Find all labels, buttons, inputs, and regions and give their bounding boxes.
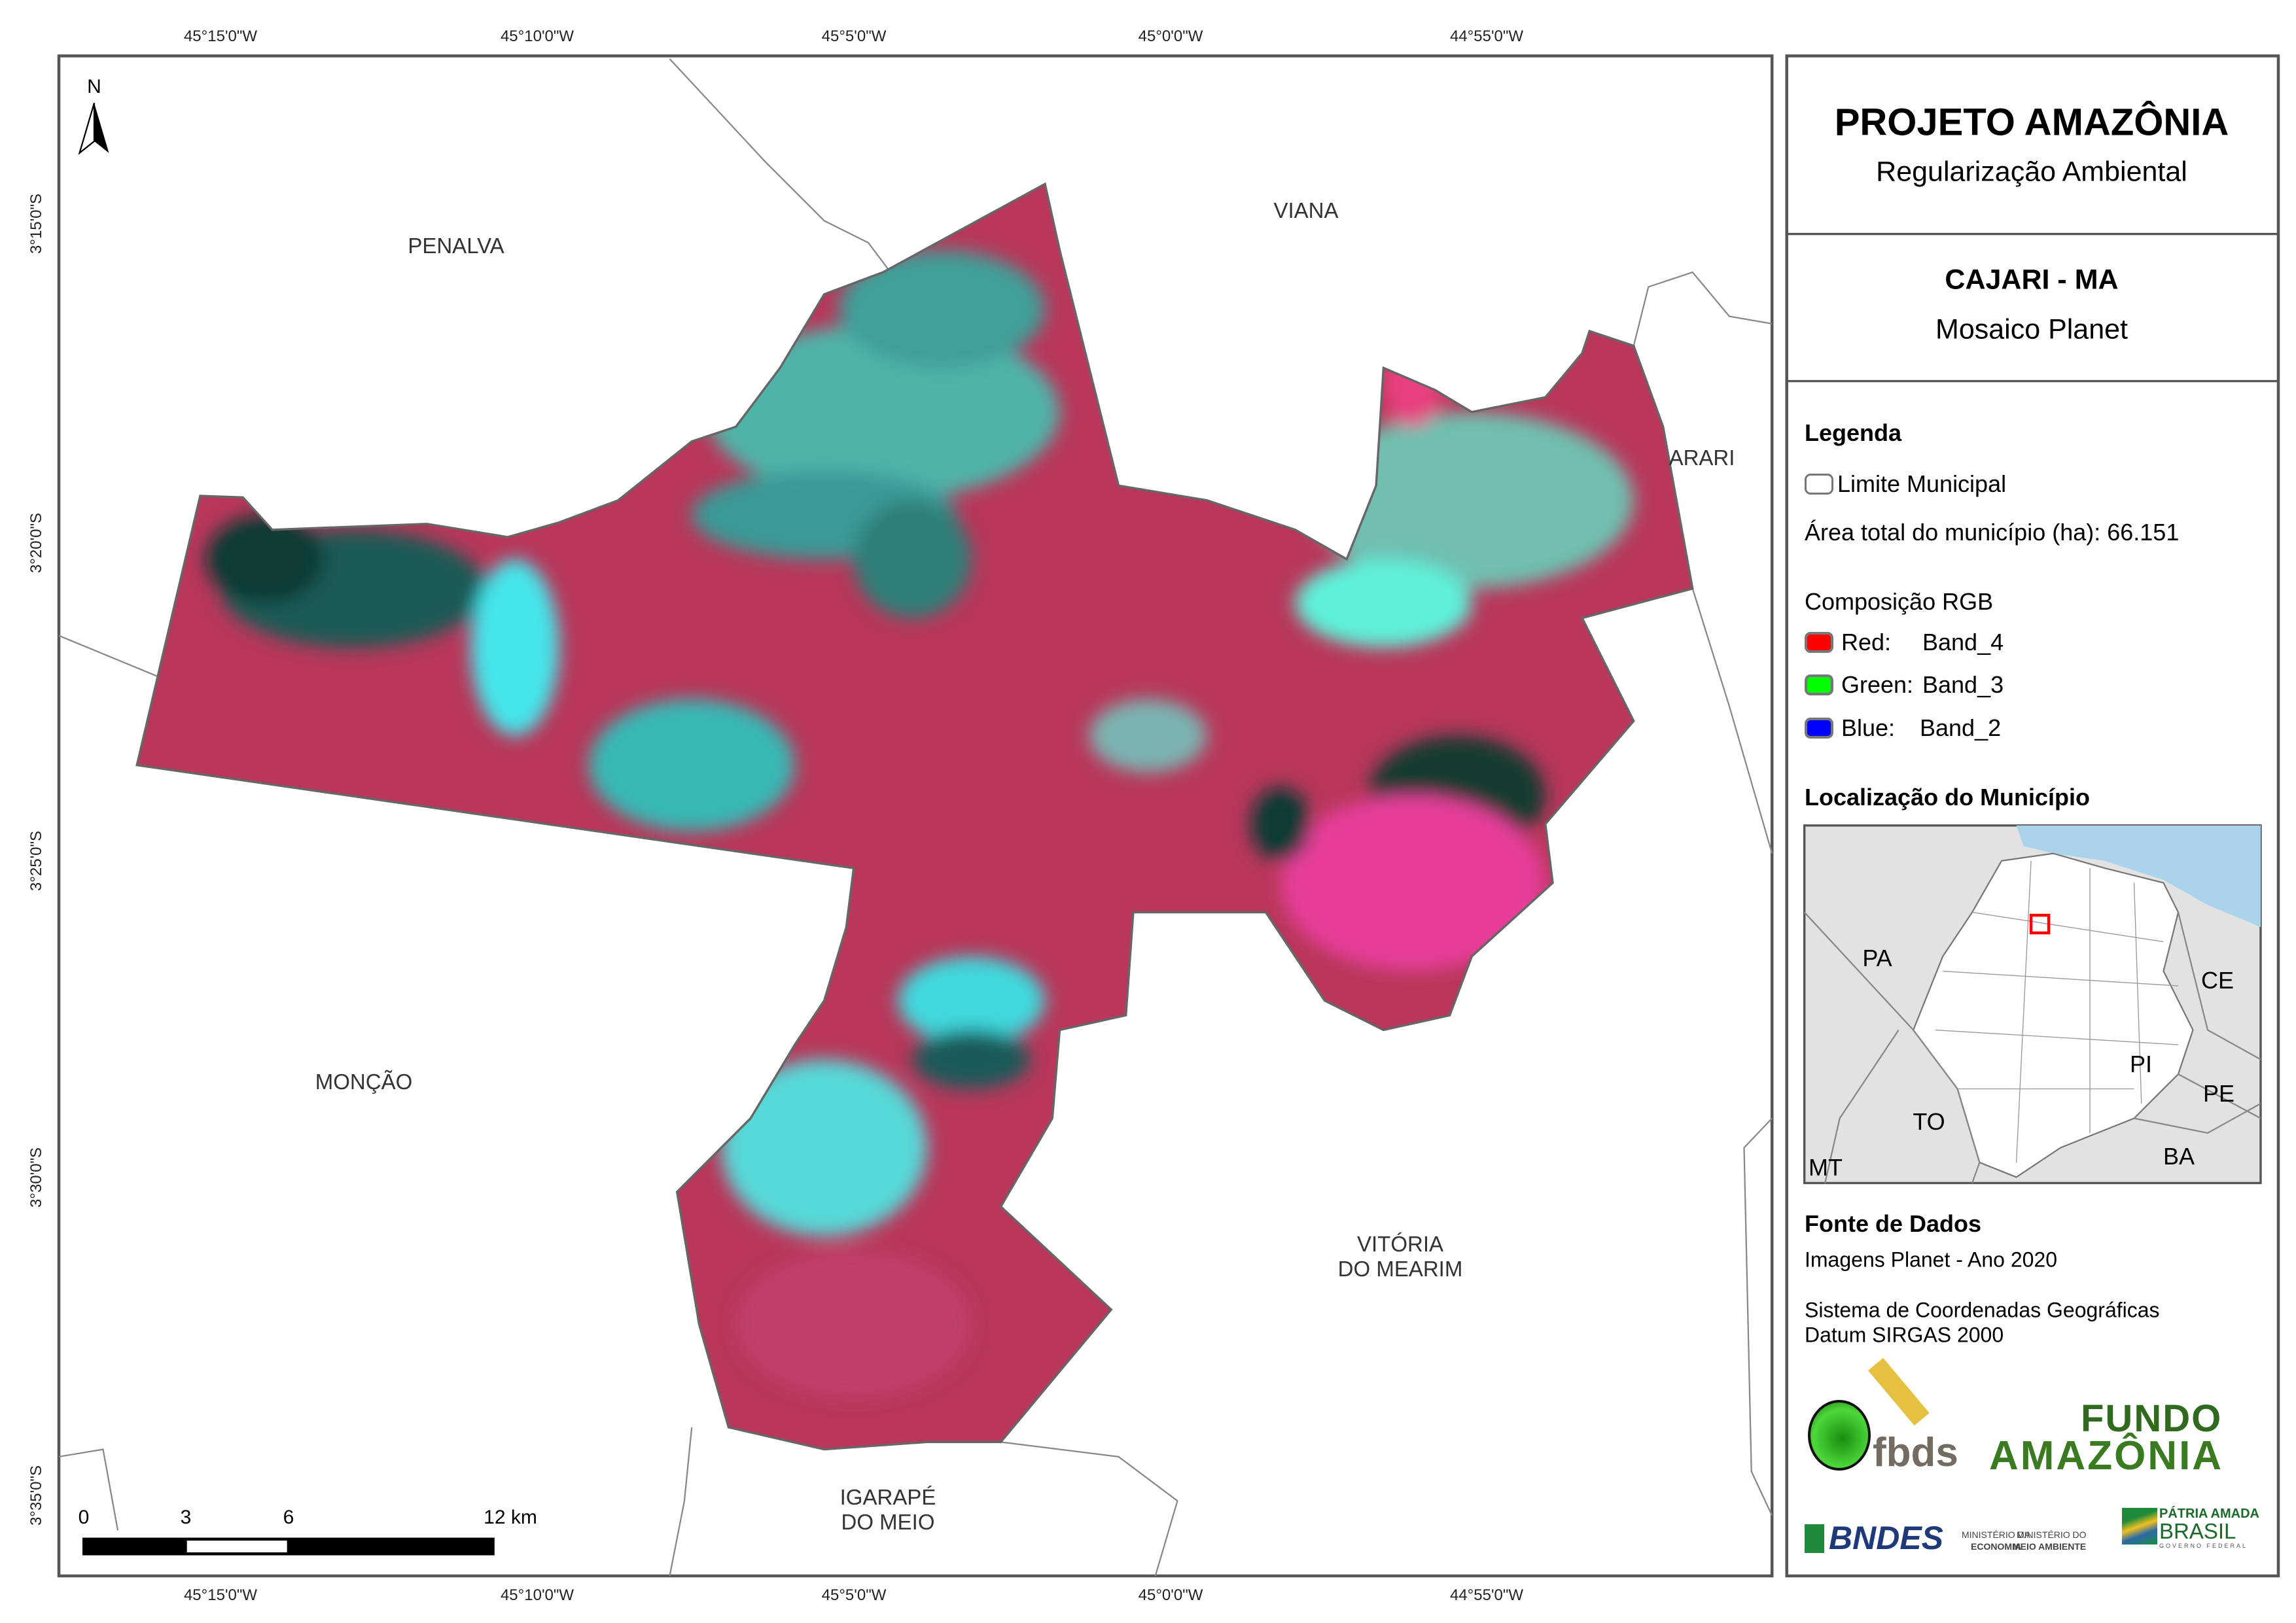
state-label: TO xyxy=(1913,1108,1945,1135)
scale-label: 0 xyxy=(78,1507,90,1528)
scale-label: 12 km xyxy=(484,1507,537,1528)
grid-label-left: 3°30'0"S xyxy=(27,1147,45,1208)
sources-crs: Sistema de Coordenadas Geográficas xyxy=(1805,1298,2160,1322)
legend-limit: Limite Municipal xyxy=(1837,470,2007,497)
sources-heading: Fonte de Dados xyxy=(1805,1210,1982,1237)
place-moncao: MONÇÃO xyxy=(315,1070,413,1094)
grid-label-bottom: 45°5'0"W xyxy=(821,1586,887,1604)
state-label: PA xyxy=(1862,945,1892,971)
band-channel: Red: xyxy=(1841,629,1892,655)
scale-bar xyxy=(82,1537,495,1556)
grid-label-bottom: 45°10'0"W xyxy=(500,1586,574,1604)
grid-label-left: 3°15'0"S xyxy=(27,193,45,254)
scale-label: 3 xyxy=(180,1507,192,1528)
grid-label-bottom: 45°15'0"W xyxy=(183,1586,258,1604)
grid-label-top: 45°5'0"W xyxy=(821,27,887,45)
band-channel: Green: xyxy=(1841,671,1914,698)
sources-datum: Datum SIRGAS 2000 xyxy=(1805,1323,2004,1347)
state-label: PE xyxy=(2202,1080,2235,1107)
grid-label-left: 3°25'0"S xyxy=(27,830,45,892)
band-value: Band_3 xyxy=(1922,671,2004,698)
mosaic-name: Mosaico Planet xyxy=(1935,313,2128,345)
grid-label-left: 3°20'0"S xyxy=(27,512,45,574)
panel-frame xyxy=(1785,54,2280,1578)
location-marker xyxy=(2029,913,2051,935)
grid-label-top: 45°15'0"W xyxy=(183,27,258,45)
locator-map xyxy=(1803,824,2262,1185)
scale-label: 6 xyxy=(283,1507,294,1528)
grid-label-top: 44°55'0"W xyxy=(1449,27,1524,45)
grid-label-bottom: 45°0'0"W xyxy=(1138,1586,1203,1604)
north-arrow-icon xyxy=(78,103,109,156)
blue-swatch xyxy=(1805,718,1833,739)
place-vitoria-do-mearim: VITÓRIA DO MEARIM xyxy=(1337,1232,1463,1281)
project-subtitle: Regularização Ambiental xyxy=(1876,156,2187,188)
grid-label-left: 3°35'0"S xyxy=(27,1465,45,1526)
legend-heading: Legenda xyxy=(1805,419,1902,446)
limit-swatch xyxy=(1805,474,1833,495)
grid-label-top: 45°10'0"W xyxy=(500,27,574,45)
rgb-heading: Composição RGB xyxy=(1805,588,1994,615)
band-value: Band_4 xyxy=(1922,629,2004,655)
place-viana: VIANA xyxy=(1273,198,1339,222)
north-label: N xyxy=(87,76,101,97)
band-channel: Blue: xyxy=(1841,714,1896,741)
state-label: BA xyxy=(2163,1143,2195,1170)
place-arari: ARARI xyxy=(1669,445,1735,470)
sources-images: Imagens Planet - Ano 2020 xyxy=(1805,1248,2058,1272)
place-penalva: PENALVA xyxy=(408,234,504,258)
project-title: PROJETO AMAZÔNIA xyxy=(1834,101,2229,144)
municipality-name: CAJARI - MA xyxy=(1945,264,2119,296)
band-value: Band_2 xyxy=(1920,714,2002,741)
state-label: MT xyxy=(1809,1154,1843,1181)
place-igarape-do-meio: IGARAPÉ DO MEIO xyxy=(839,1485,936,1534)
state-label: PI xyxy=(2129,1051,2153,1077)
state-label: CE xyxy=(2200,967,2234,994)
grid-label-top: 45°0'0"W xyxy=(1138,27,1203,45)
green-swatch xyxy=(1805,674,1833,695)
legend-area: Área total do município (ha): 66.151 xyxy=(1805,519,2180,546)
red-swatch xyxy=(1805,632,1833,653)
location-heading: Localização do Município xyxy=(1805,784,2091,811)
neighbor-boundaries xyxy=(58,58,1773,1577)
grid-label-bottom: 44°55'0"W xyxy=(1449,1586,1524,1604)
